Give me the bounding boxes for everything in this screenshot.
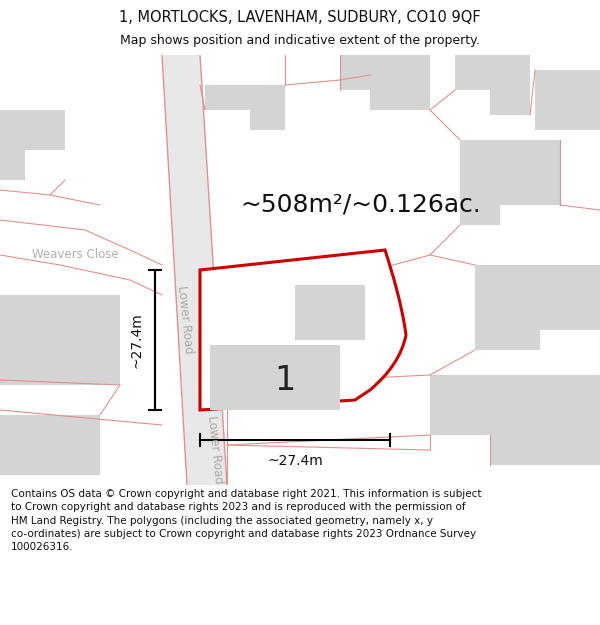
Polygon shape: [0, 110, 65, 180]
Text: ~508m²/~0.126ac.: ~508m²/~0.126ac.: [240, 193, 481, 217]
Text: 1: 1: [274, 364, 296, 396]
Polygon shape: [0, 295, 120, 385]
Text: Map shows position and indicative extent of the property.: Map shows position and indicative extent…: [120, 34, 480, 47]
Polygon shape: [0, 415, 100, 475]
Text: ~27.4m: ~27.4m: [130, 312, 144, 368]
Polygon shape: [205, 85, 285, 130]
Text: Weavers Close: Weavers Close: [32, 249, 118, 261]
Polygon shape: [210, 345, 340, 410]
Polygon shape: [455, 55, 530, 115]
Polygon shape: [162, 55, 227, 485]
Text: ~27.4m: ~27.4m: [267, 454, 323, 468]
Polygon shape: [460, 140, 560, 225]
Text: Lower Road: Lower Road: [205, 415, 225, 485]
Text: 1, MORTLOCKS, LAVENHAM, SUDBURY, CO10 9QF: 1, MORTLOCKS, LAVENHAM, SUDBURY, CO10 9Q…: [119, 10, 481, 25]
Polygon shape: [295, 285, 365, 340]
Text: Contains OS data © Crown copyright and database right 2021. This information is : Contains OS data © Crown copyright and d…: [11, 489, 481, 552]
PathPatch shape: [200, 250, 406, 410]
Polygon shape: [535, 70, 600, 130]
Polygon shape: [430, 375, 600, 465]
Polygon shape: [475, 265, 600, 350]
Text: Lower Road: Lower Road: [175, 285, 195, 355]
Polygon shape: [340, 55, 430, 110]
